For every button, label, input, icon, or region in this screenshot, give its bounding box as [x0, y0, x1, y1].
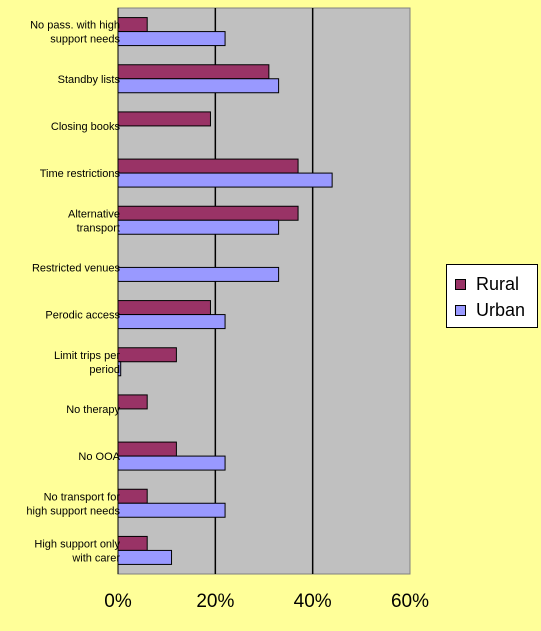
category-label-8: No therapy	[66, 404, 120, 416]
bar-urban-6	[117, 314, 226, 330]
category-labels: No pass. with high support needs Standby l…	[26, 20, 120, 565]
legend-swatch-urban	[455, 304, 466, 316]
plot-area	[117, 7, 411, 575]
category-label-10: No transport for high support needs	[26, 491, 120, 517]
legend-label-urban: Urban	[476, 299, 526, 320]
bar-urban-1	[117, 78, 280, 94]
category-label-5: Restricted venues	[32, 262, 121, 274]
bar-rural-7	[117, 347, 177, 363]
bar-urban-7	[117, 361, 122, 377]
bar-rural-6	[117, 300, 211, 316]
bar-rural-2	[117, 111, 211, 127]
category-label-6: Perodic access	[45, 310, 120, 322]
bar-rural-10	[117, 488, 148, 504]
bar-rural-8	[117, 394, 148, 410]
x-tick-label-1: 20%	[196, 591, 234, 612]
category-label-3: Time restrictions	[40, 168, 121, 180]
x-tick-label-2: 40%	[294, 591, 332, 612]
legend-swatch-rural	[455, 278, 466, 290]
category-label-0: No pass. with high support needs	[30, 20, 120, 46]
bar-urban-4	[117, 219, 280, 235]
category-label-9: No OOA	[78, 451, 120, 463]
bar-urban-11	[117, 549, 173, 565]
bar-urban-9	[117, 455, 226, 471]
category-label-4: Alternative transport	[68, 208, 120, 234]
category-label-2: Closing books	[51, 121, 121, 133]
bar-rural-11	[117, 535, 148, 551]
category-label-1: Standby lists	[58, 74, 121, 86]
bar-urban-3	[117, 172, 333, 188]
bar-rural-4	[117, 205, 299, 221]
gridlines	[117, 8, 314, 574]
bar-urban-5	[117, 266, 280, 282]
x-tick-labels: 0% 20% 40% 60%	[104, 591, 429, 612]
bar-rural-3	[117, 158, 299, 174]
x-tick-label-0: 0%	[104, 591, 132, 612]
category-label-11: High support only with carer	[34, 538, 120, 564]
legend-item-urban: Urban	[455, 299, 525, 321]
x-tick-label-3: 60%	[391, 591, 429, 612]
legend-item-rural: Rural	[455, 273, 519, 295]
bars	[117, 17, 333, 565]
bar-urban-0	[117, 31, 226, 47]
bar-rural-0	[117, 17, 148, 33]
legend: Rural Urban	[446, 264, 538, 328]
legend-label-rural: Rural	[476, 273, 520, 294]
category-label-7: Limit trips per period	[54, 350, 120, 376]
bar-urban-10	[117, 502, 226, 518]
bar-rural-9	[117, 441, 177, 457]
bar-rural-1	[117, 64, 270, 80]
